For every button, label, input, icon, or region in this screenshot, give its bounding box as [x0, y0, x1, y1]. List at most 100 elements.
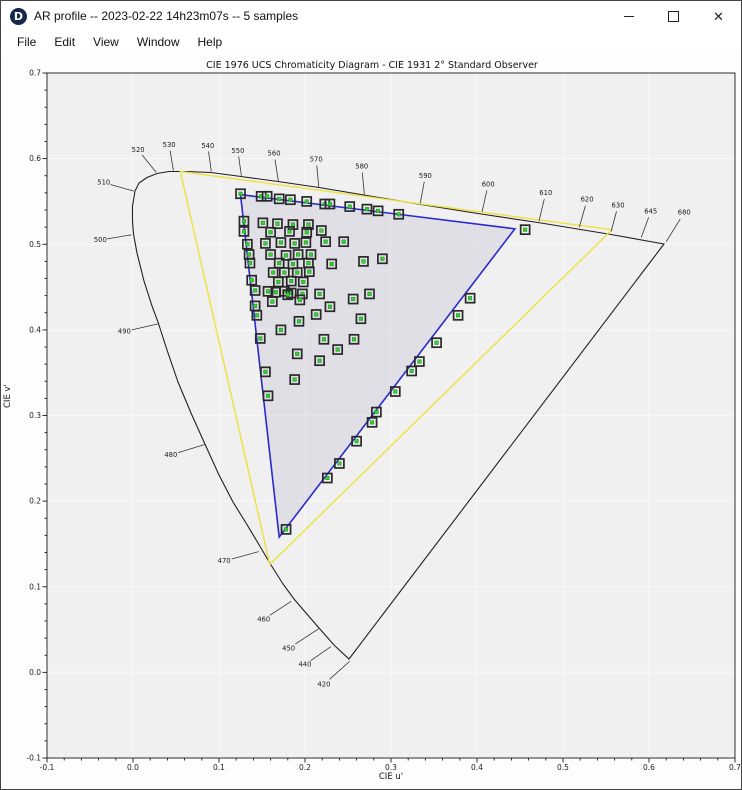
sample-point-dot [263, 241, 268, 246]
sample-point-dot [468, 296, 473, 301]
sample-point-dot [266, 289, 271, 294]
wavelength-label-680: 680 [678, 209, 691, 217]
sample-point-dot [352, 337, 357, 342]
window-controls: ✕ [606, 1, 741, 31]
sample-point-dot [296, 252, 301, 257]
wavelength-label-560: 560 [268, 149, 281, 157]
sample-point-dot [306, 222, 311, 227]
app-icon: D [10, 7, 27, 25]
close-icon: ✕ [713, 8, 724, 24]
sample-point-dot [370, 420, 375, 425]
sample-point-dot [284, 253, 289, 258]
sample-point-dot [284, 527, 289, 532]
sample-point-dot [303, 240, 308, 245]
wavelength-label-470: 470 [218, 557, 231, 565]
y-tick-label: 0.7 [29, 69, 41, 78]
sample-point-dot [289, 279, 294, 284]
sample-point-dot [278, 327, 283, 332]
title-bar: D AR profile -- 2023-02-22 14h23m07s -- … [1, 1, 741, 31]
sample-point-dot [254, 313, 259, 318]
close-button[interactable]: ✕ [696, 1, 741, 31]
sample-point-dot [265, 194, 270, 199]
y-tick-label: 0.3 [29, 411, 41, 420]
wavelength-tick-520 [141, 154, 157, 173]
wavelength-tick-440 [310, 646, 332, 662]
sample-point-dot [307, 269, 312, 274]
sample-point-dot [374, 410, 379, 415]
sample-point-dot [290, 261, 295, 266]
maximize-icon [668, 10, 679, 22]
x-tick-label: 0.0 [127, 763, 139, 772]
wavelength-label-450: 450 [282, 644, 295, 652]
wavelength-tick-570 [316, 165, 320, 187]
wavelength-tick-530 [169, 150, 174, 171]
x-tick-label: -0.1 [40, 763, 55, 772]
sample-point-dot [278, 240, 283, 245]
y-tick-label: 0.6 [29, 154, 41, 163]
sample-point-dot [253, 303, 258, 308]
sample-point-dot [327, 304, 332, 309]
sample-point-dot [341, 239, 346, 244]
wavelength-tick-610 [538, 198, 545, 222]
sample-point-dot [306, 261, 311, 266]
sample-point-dot [456, 313, 461, 318]
x-tick-label: 0.3 [385, 763, 397, 772]
menu-item-help[interactable]: Help [197, 35, 223, 49]
minimize-icon [623, 15, 634, 17]
sample-point-dot [245, 242, 250, 247]
sample-point-dot [277, 196, 282, 201]
chart-title: CIE 1976 UCS Chromaticity Diagram - CIE … [206, 60, 538, 71]
y-tick-label: 0.5 [29, 240, 41, 249]
x-tick-label: 0.1 [213, 763, 225, 772]
menu-item-window[interactable]: Window [136, 35, 180, 49]
wavelength-label-510: 510 [97, 179, 110, 187]
x-tick-label: 0.6 [643, 763, 655, 772]
wavelength-label-520: 520 [132, 146, 145, 154]
wavelength-tick-580 [361, 172, 365, 195]
wavelength-label-530: 530 [163, 141, 176, 149]
menu-item-file[interactable]: File [17, 35, 37, 49]
sample-point-dot [380, 256, 385, 261]
sample-point-dot [297, 297, 302, 302]
wavelength-tick-620 [578, 205, 586, 228]
sample-point-dot [325, 476, 330, 481]
sample-point-dot [273, 290, 278, 295]
wavelength-tick-480 [178, 444, 205, 454]
sample-point-dot [270, 299, 275, 304]
sample-point-dot [317, 291, 322, 296]
sample-point-dot [268, 252, 273, 257]
reference-gamut-triangle [179, 170, 614, 566]
wavelength-label-570: 570 [310, 155, 323, 163]
sample-point-dot [292, 377, 297, 382]
wavelength-label-550: 550 [231, 147, 244, 155]
wavelength-label-480: 480 [164, 451, 177, 459]
sample-point-dot [263, 369, 268, 374]
y-axis-label: CIE v' [3, 384, 13, 408]
sample-point-dot [327, 202, 332, 207]
sample-point-dot [347, 204, 352, 209]
wavelength-tick-500 [107, 234, 132, 240]
x-tick-label: 0.7 [729, 763, 741, 772]
sample-point-dot [301, 279, 306, 284]
window-title: AR profile -- 2023-02-22 14h23m07s -- 5 … [34, 9, 299, 23]
sample-point-dot [260, 220, 265, 225]
sample-point-dot [354, 439, 359, 444]
sample-point-dot [268, 230, 273, 235]
y-tick-label: 0.2 [29, 497, 41, 506]
sample-point-dot [295, 351, 300, 356]
sample-point-dot [290, 222, 295, 227]
wavelength-label-440: 440 [299, 661, 312, 669]
sample-point-dot [329, 261, 334, 266]
wavelength-label-600: 600 [482, 180, 495, 188]
wavelength-tick-540 [208, 151, 212, 172]
wavelength-tick-590 [419, 181, 425, 204]
menu-item-view[interactable]: View [93, 35, 119, 49]
menu-item-edit[interactable]: Edit [54, 35, 76, 49]
sample-point-dot [288, 197, 293, 202]
sample-point-dot [249, 278, 254, 283]
wavelength-tick-490 [131, 323, 159, 331]
maximize-button[interactable] [651, 1, 696, 31]
x-tick-label: 0.2 [299, 763, 311, 772]
minimize-button[interactable] [606, 1, 651, 31]
sample-point-dot [393, 389, 398, 394]
